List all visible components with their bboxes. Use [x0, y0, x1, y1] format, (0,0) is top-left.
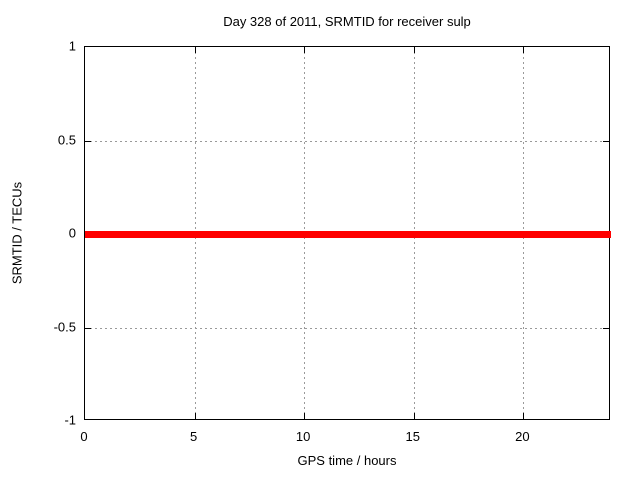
y-tick-label: 1: [68, 38, 76, 54]
x-tick-label: 20: [515, 429, 530, 444]
x-tick-mark: [523, 413, 525, 419]
y-tick-label: -0.5: [53, 319, 76, 334]
x-tick-mark: [413, 413, 415, 419]
x-tick-mark: [523, 47, 525, 53]
y-tick-label: 0: [68, 225, 76, 241]
x-tick-mark: [194, 47, 196, 53]
horizontal-gridline: [85, 140, 609, 142]
y-tick-mark: [603, 327, 609, 329]
y-tick-label: -1: [64, 412, 76, 428]
data-line-srmtid: [85, 230, 611, 238]
horizontal-gridline: [85, 327, 609, 329]
x-tick-label: 10: [295, 429, 311, 444]
x-tick-mark: [304, 47, 306, 53]
x-tick-mark: [194, 413, 196, 419]
x-tick-label: 15: [405, 429, 420, 444]
x-tick-mark: [413, 47, 415, 53]
plot-area: [84, 46, 611, 420]
x-axis-label: GPS time / hours: [297, 453, 397, 468]
x-tick-label: 0: [80, 429, 88, 444]
y-tick-mark: [85, 327, 91, 329]
y-tick-mark: [85, 140, 91, 142]
y-tick-label: 0.5: [57, 132, 76, 147]
chart-title: Day 328 of 2011, SRMTID for receiver sul…: [223, 14, 471, 29]
y-tick-mark: [603, 140, 609, 142]
x-tick-label: 5: [189, 429, 198, 444]
x-tick-mark: [304, 413, 306, 419]
